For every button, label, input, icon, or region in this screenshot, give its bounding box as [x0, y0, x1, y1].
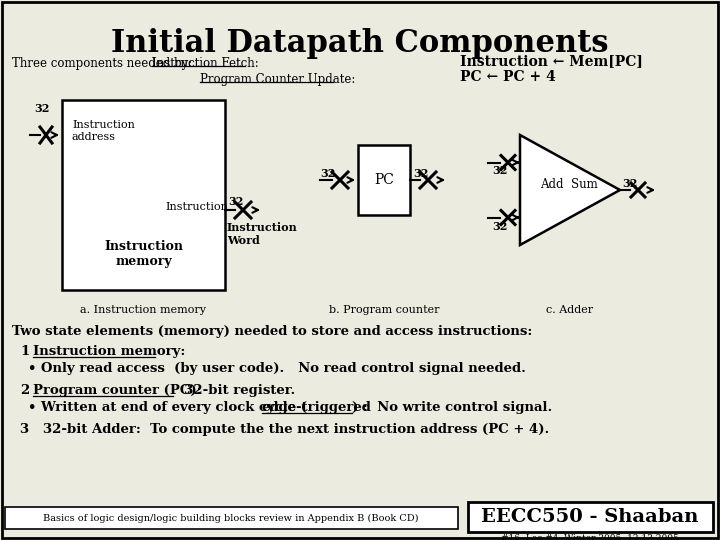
Text: 32: 32 — [34, 103, 50, 114]
Polygon shape — [520, 135, 620, 245]
Text: PC: PC — [374, 173, 394, 187]
Bar — [468, 502, 713, 532]
Text: Program counter (PC):: Program counter (PC): — [33, 384, 202, 397]
Text: a. Instruction memory: a. Instruction memory — [81, 305, 207, 315]
Text: 32-bit register.: 32-bit register. — [175, 384, 295, 397]
Text: 3   32-bit Adder:  To compute the the next instruction address (PC + 4).: 3 32-bit Adder: To compute the the next … — [20, 423, 549, 436]
Text: Instruction memory:: Instruction memory: — [33, 345, 185, 358]
Text: 1: 1 — [20, 345, 30, 358]
Text: Instruction
memory: Instruction memory — [104, 240, 183, 268]
Text: 32: 32 — [228, 196, 243, 207]
Text: 32: 32 — [492, 165, 508, 176]
Text: Instruction Fetch:: Instruction Fetch: — [152, 57, 258, 70]
Text: 2: 2 — [20, 384, 30, 397]
Text: Basics of logic design/logic building blocks review in Appendix B (Book CD): Basics of logic design/logic building bl… — [43, 514, 419, 523]
Text: Add  Sum: Add Sum — [540, 179, 598, 192]
Bar — [62, 100, 225, 290]
Text: • Written at end of every clock cycle (: • Written at end of every clock cycle ( — [28, 401, 307, 414]
Text: Initial Datapath Components: Initial Datapath Components — [112, 28, 608, 59]
Text: Instruction ← Mem[PC]: Instruction ← Mem[PC] — [460, 54, 643, 68]
Text: Instruction: Instruction — [165, 202, 228, 212]
Text: Program Counter Update:: Program Counter Update: — [200, 73, 356, 86]
Text: c. Adder: c. Adder — [546, 305, 593, 315]
Text: b. Program counter: b. Program counter — [329, 305, 439, 315]
Text: Three components needed by:: Three components needed by: — [12, 57, 199, 70]
Text: • Only read access  (by user code).   No read control signal needed.: • Only read access (by user code). No re… — [28, 362, 526, 375]
Text: Instruction
Word: Instruction Word — [227, 222, 298, 246]
Text: 32: 32 — [622, 178, 637, 189]
Text: 32: 32 — [492, 220, 508, 232]
Text: edge-triggered: edge-triggered — [262, 401, 372, 414]
Text: #16  Lec #4  Winter 2005  12-13-2005: #16 Lec #4 Winter 2005 12-13-2005 — [501, 534, 679, 540]
Text: PC ← PC + 4: PC ← PC + 4 — [460, 70, 556, 84]
Text: 32: 32 — [413, 168, 428, 179]
Text: ) :  No write control signal.: ) : No write control signal. — [352, 401, 552, 414]
Text: Two state elements (memory) needed to store and access instructions:: Two state elements (memory) needed to st… — [12, 325, 532, 338]
Bar — [358, 145, 410, 215]
Text: EECC550 - Shaaban: EECC550 - Shaaban — [481, 508, 698, 526]
Text: Instruction
address: Instruction address — [72, 120, 135, 141]
Text: 32: 32 — [320, 168, 336, 179]
Bar — [5, 507, 458, 529]
